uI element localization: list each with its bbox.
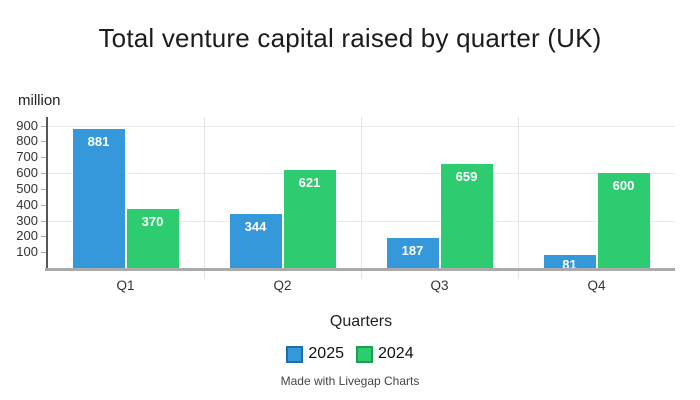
y-tick-label: 100 [16, 244, 38, 260]
bar-2024-q1: 370 [126, 209, 179, 268]
bar-2024-q4: 600 [597, 173, 650, 268]
y-tick-label: 700 [16, 149, 38, 165]
footer-credit: Made with Livegap Charts [280, 374, 420, 388]
x-tick-label-q3: Q3 [430, 278, 449, 293]
group-separator [204, 117, 205, 279]
bar-2025-q2: 344 [229, 213, 282, 268]
x-tick-label-q1: Q1 [116, 278, 135, 293]
y-tick-mark [41, 188, 46, 190]
bar-value-label: 344 [244, 218, 267, 234]
legend-label: 2024 [378, 345, 414, 362]
legend-item-2025: 2025 [286, 345, 344, 363]
bar-2025-q3: 187 [386, 238, 439, 268]
y-tick-label: 600 [16, 165, 38, 180]
y-tick-label: 200 [16, 228, 38, 244]
x-tick-label-q4: Q4 [587, 278, 606, 293]
x-tick-label-q2: Q2 [273, 278, 292, 293]
bar-value-label: 621 [298, 174, 321, 190]
y-tick-mark [41, 141, 46, 143]
bar-2025-q4: 81 [543, 255, 596, 268]
y-axis-line [46, 117, 48, 271]
bar-2024-q2: 621 [283, 169, 336, 268]
bar-value-label: 370 [141, 214, 164, 230]
y-tick-mark [41, 252, 46, 254]
y-tick-label: 300 [16, 212, 38, 228]
chart-title: Total venture capital raised by quarter … [98, 23, 602, 53]
y-tick-label: 800 [16, 133, 38, 149]
bar-value-label: 881 [87, 133, 110, 149]
legend-label: 2025 [308, 345, 344, 362]
bar-value-label: 187 [401, 243, 424, 259]
y-tick-mark [41, 236, 46, 238]
y-axis-unit-label: million [18, 92, 61, 109]
x-axis-title: Quarters [329, 313, 393, 330]
bar-value-label: 659 [455, 168, 478, 184]
bar-2024-q3: 659 [440, 163, 493, 268]
group-separator [518, 117, 519, 279]
y-tick-label: 500 [16, 180, 38, 196]
bar-value-label: 600 [612, 178, 635, 193]
y-tick-mark [41, 204, 46, 206]
y-tick-mark [41, 157, 46, 159]
group-separator [361, 117, 362, 279]
y-tick-mark [41, 125, 46, 127]
y-tick-mark [41, 220, 46, 222]
y-tick-mark [41, 173, 46, 174]
legend: 2025 2024 [0, 345, 700, 363]
legend-swatch-2025 [286, 345, 304, 363]
bar-value-label: 81 [562, 257, 577, 268]
y-tick-label: 900 [16, 117, 38, 133]
legend-swatch-2024 [356, 345, 373, 363]
legend-item-2024: 2024 [356, 345, 414, 363]
y-tick-label: 400 [16, 196, 38, 212]
x-axis-baseline [45, 268, 675, 271]
bar-2025-q1: 881 [72, 128, 125, 268]
